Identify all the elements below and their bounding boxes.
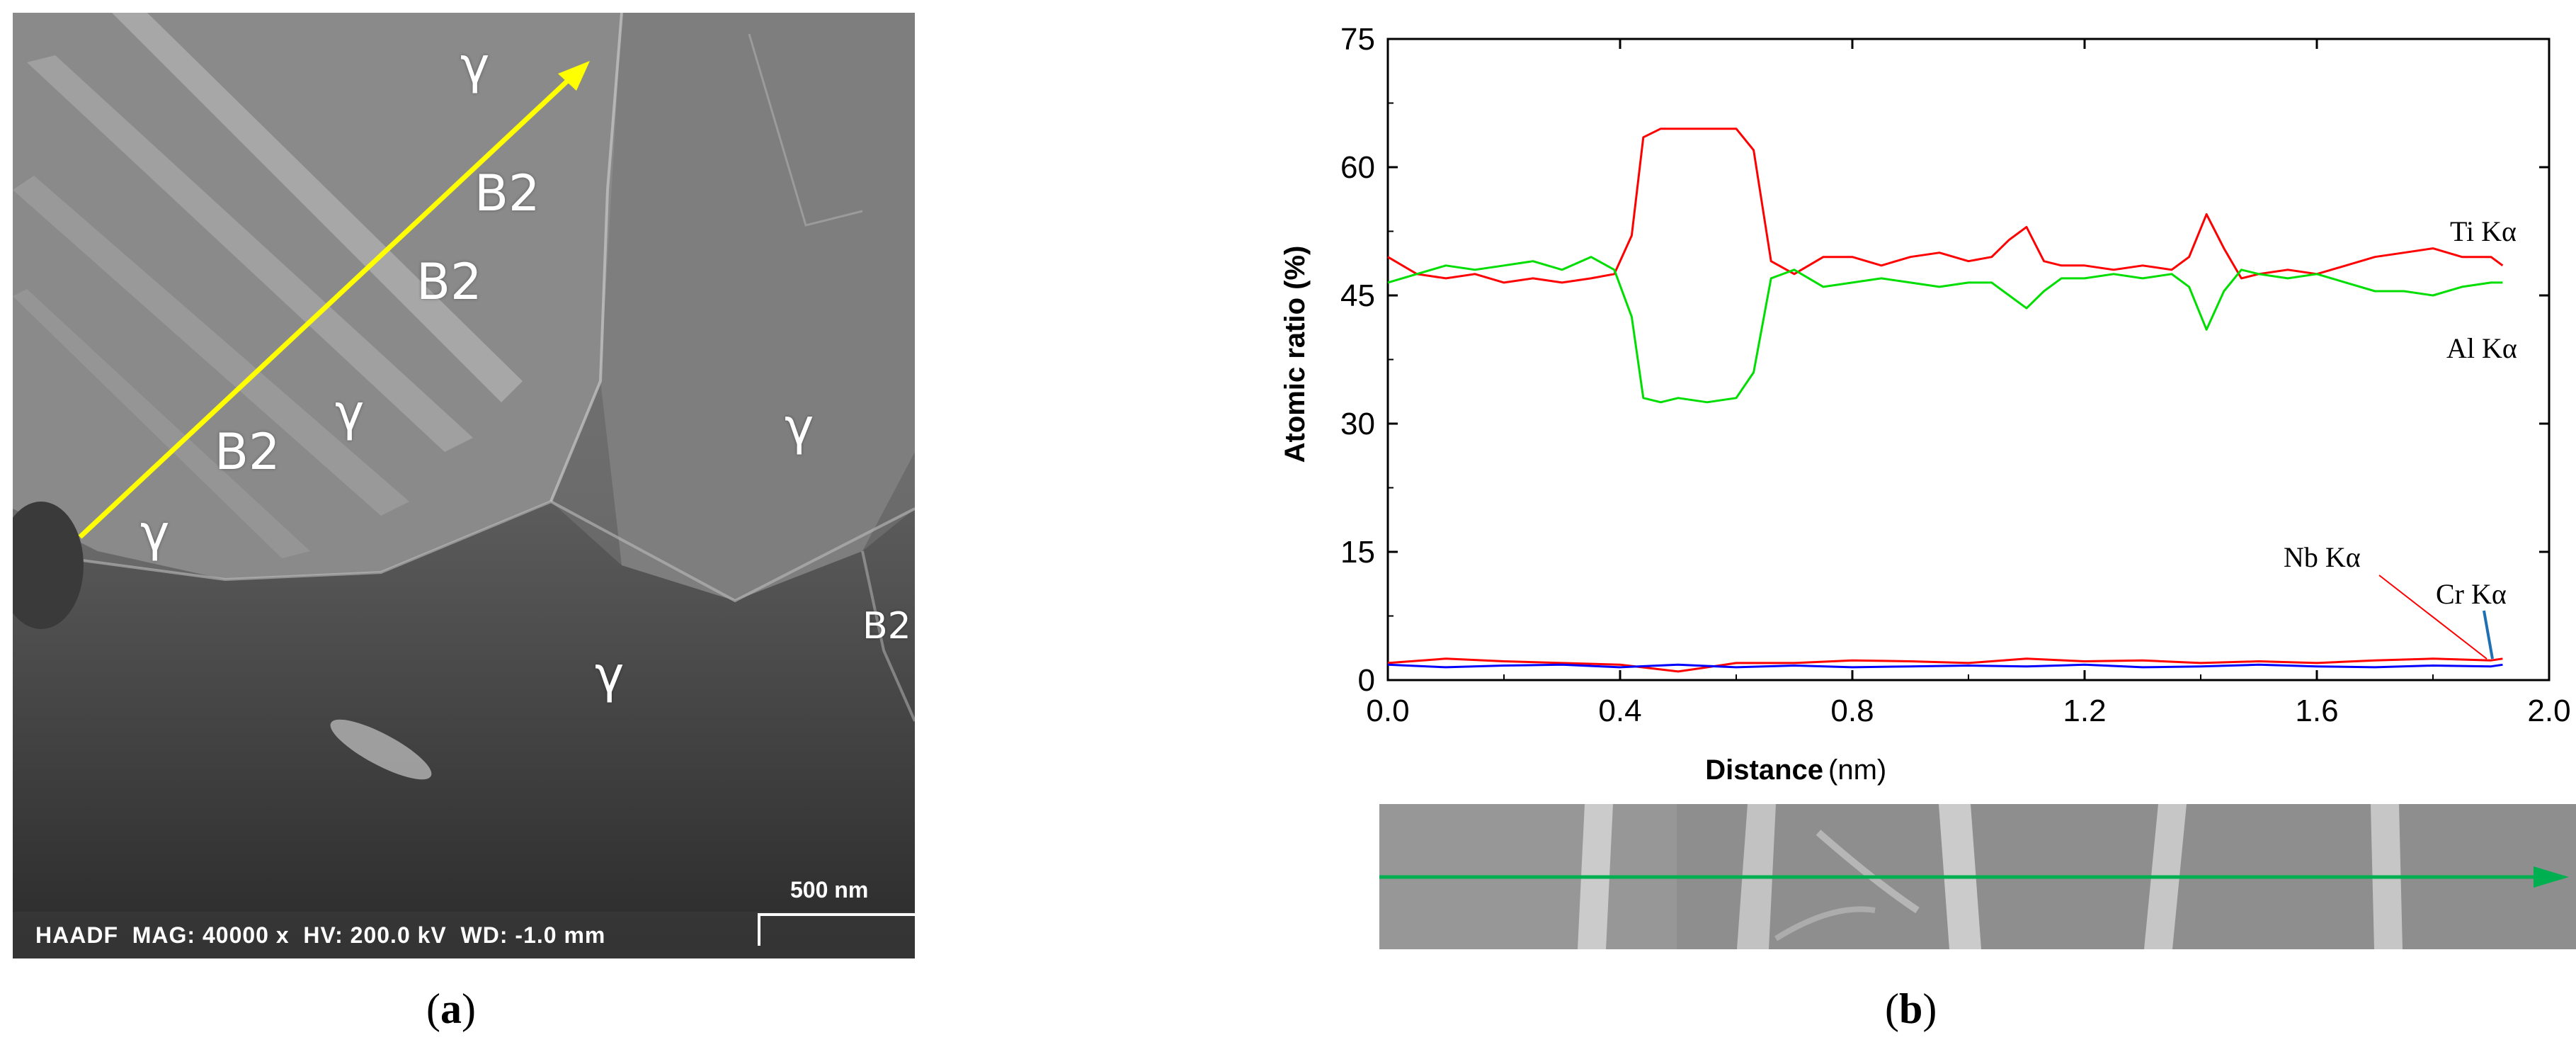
scale-bar-label: 500 nm bbox=[790, 877, 869, 903]
y-tick-label: 60 bbox=[1340, 150, 1375, 185]
phase-label-b2: B2 bbox=[862, 605, 911, 647]
x-axis-unit: (nm) bbox=[1828, 754, 1886, 786]
nb-label-pointer bbox=[2378, 575, 2487, 660]
strip-micrograph bbox=[1379, 804, 2576, 949]
series-group bbox=[1387, 128, 2504, 673]
phase-label-b2: B2 bbox=[416, 253, 482, 311]
line-scan-arrow-head bbox=[558, 61, 590, 91]
line-scan-arrow bbox=[78, 74, 574, 539]
haadf-image-panel: γ B2 B2 γ B2 γ γ γ B2 HAADF MAG: 40000 x… bbox=[13, 13, 915, 958]
cr-label-pointer bbox=[2483, 610, 2494, 660]
phase-label-b2: B2 bbox=[215, 423, 280, 481]
series-label-nb: Nb Kα bbox=[2284, 541, 2361, 573]
scale-bar-tick bbox=[758, 913, 760, 946]
microscope-info-text: HAADF MAG: 40000 x HV: 200.0 kV WD: -1.0… bbox=[35, 922, 606, 948]
phase-label-gamma: γ bbox=[460, 37, 490, 95]
x-tick-label: 1.2 bbox=[2063, 694, 2106, 728]
microscope-info-bar bbox=[13, 912, 915, 958]
phase-label-gamma: γ bbox=[785, 398, 814, 456]
series-line-nb bbox=[1387, 657, 2503, 673]
x-tick-label: 2.0 bbox=[2527, 694, 2570, 728]
plot-border bbox=[1386, 38, 2551, 681]
y-axis-title: Atomic ratio (%) bbox=[1280, 246, 1311, 463]
x-tick-label: 0.8 bbox=[1830, 694, 1874, 728]
y-tick-label: 75 bbox=[1340, 22, 1375, 57]
phase-label-gamma: γ bbox=[335, 384, 365, 442]
x-tick-label: 0.0 bbox=[1366, 694, 1409, 728]
series-line-al bbox=[1387, 256, 2503, 404]
plot-frame bbox=[1386, 38, 2551, 681]
x-tick-label: 1.6 bbox=[2295, 694, 2338, 728]
series-label-ti: Ti Kα bbox=[2450, 215, 2517, 247]
y-tick-label: 30 bbox=[1340, 407, 1375, 441]
series-line-ti bbox=[1387, 128, 2504, 284]
series-line-cr bbox=[1387, 663, 2503, 669]
scale-bar bbox=[758, 913, 915, 916]
caption-a: (a) bbox=[426, 985, 476, 1032]
y-axis: 0 15 30 45 60 75 bbox=[1340, 22, 2549, 698]
caption-b: (b) bbox=[1885, 985, 1937, 1032]
line-scan-chart: 0.0 0.4 0.8 1.2 1.6 2.0 0 15 30 45 60 75 Atomic ra… bbox=[1280, 22, 2571, 786]
series-label-al: Al Kα bbox=[2446, 332, 2517, 364]
line-scan-strip-image bbox=[1379, 804, 2576, 949]
y-tick-label: 45 bbox=[1340, 278, 1375, 313]
y-tick-label: 0 bbox=[1358, 663, 1375, 698]
phase-label-gamma: γ bbox=[140, 504, 170, 562]
strip-arrow-head bbox=[2534, 866, 2569, 888]
y-tick-label: 15 bbox=[1340, 535, 1375, 570]
haadf-micrograph bbox=[13, 13, 915, 958]
x-axis: 0.0 0.4 0.8 1.2 1.6 2.0 bbox=[1366, 39, 2571, 728]
x-axis-title: Distance bbox=[1705, 754, 1823, 786]
series-label-cr: Cr Kα bbox=[2436, 578, 2507, 610]
phase-label-b2: B2 bbox=[474, 164, 540, 222]
x-tick-label: 0.4 bbox=[1598, 694, 1641, 728]
phase-label-gamma: γ bbox=[595, 646, 625, 704]
